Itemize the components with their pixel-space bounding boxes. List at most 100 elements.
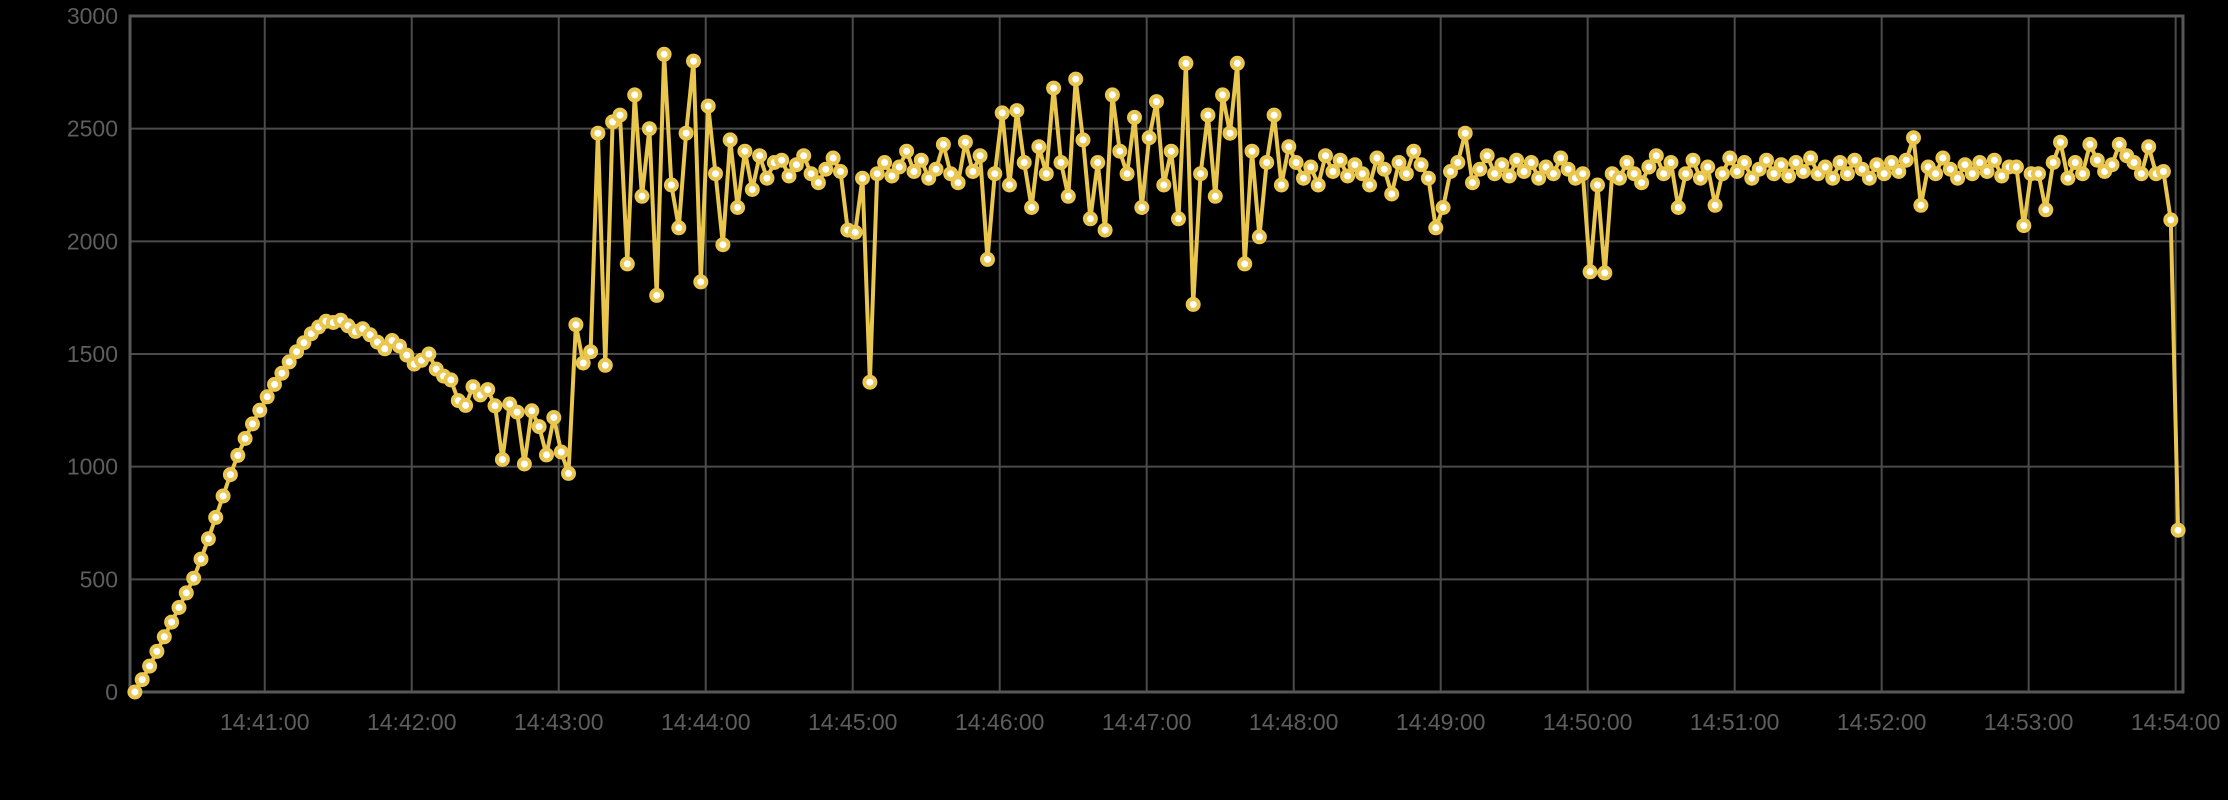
data-point[interactable] (2060, 170, 2076, 186)
data-point[interactable] (193, 551, 209, 567)
data-point[interactable] (1516, 164, 1532, 179)
data-point[interactable] (2104, 157, 2120, 173)
data-point[interactable] (1031, 139, 1047, 155)
data-point[interactable] (245, 416, 260, 432)
data-point[interactable] (1112, 143, 1128, 159)
data-point[interactable] (1560, 161, 1576, 177)
data-point[interactable] (656, 46, 672, 62)
data-point[interactable] (142, 658, 158, 674)
data-point[interactable] (568, 317, 584, 333)
data-point[interactable] (1773, 157, 1789, 173)
data-point[interactable] (1994, 168, 2010, 184)
data-point[interactable] (252, 402, 268, 418)
data-point[interactable] (1479, 148, 1495, 164)
data-point[interactable] (1803, 150, 1819, 166)
data-point[interactable] (1876, 166, 1892, 182)
data-point[interactable] (1281, 139, 1297, 155)
data-point[interactable] (1751, 161, 1767, 177)
data-point[interactable] (1229, 55, 1245, 71)
data-point[interactable] (1097, 222, 1113, 238)
data-point[interactable] (943, 166, 959, 182)
data-point[interactable] (127, 684, 143, 700)
data-point[interactable] (1854, 161, 1870, 177)
data-point[interactable] (487, 398, 503, 414)
data-point[interactable] (2016, 218, 2032, 234)
data-point[interactable] (708, 166, 723, 182)
data-point[interactable] (1465, 175, 1480, 191)
data-point[interactable] (1825, 170, 1841, 186)
data-point[interactable] (1259, 155, 1275, 170)
data-point[interactable] (1913, 197, 1929, 213)
data-point[interactable] (1354, 166, 1370, 182)
data-point[interactable] (825, 150, 841, 166)
data-point[interactable] (1744, 170, 1760, 186)
data-point[interactable] (884, 168, 900, 184)
data-point[interactable] (516, 456, 532, 472)
data-point[interactable] (1016, 155, 1032, 170)
data-point[interactable] (222, 467, 238, 483)
data-point[interactable] (730, 200, 746, 215)
data-point[interactable] (1200, 107, 1216, 123)
data-point[interactable] (1038, 166, 1054, 182)
data-point[interactable] (641, 121, 657, 137)
data-point[interactable] (2126, 155, 2142, 170)
data-point[interactable] (965, 164, 981, 179)
data-point[interactable] (1950, 170, 1966, 186)
data-point[interactable] (1634, 175, 1650, 191)
data-point[interactable] (1737, 155, 1752, 170)
data-point[interactable] (862, 374, 878, 390)
data-point[interactable] (1707, 197, 1723, 213)
data-point[interactable] (1861, 170, 1877, 186)
data-point[interactable] (1509, 152, 1525, 168)
data-point[interactable] (200, 531, 216, 547)
data-point[interactable] (1759, 152, 1774, 168)
data-point[interactable] (1957, 157, 1973, 173)
data-point[interactable] (671, 220, 687, 236)
data-point[interactable] (1817, 159, 1833, 175)
data-point[interactable] (1222, 125, 1238, 141)
data-point[interactable] (274, 365, 290, 381)
data-point[interactable] (1237, 256, 1253, 272)
data-point[interactable] (781, 168, 797, 184)
data-point[interactable] (186, 570, 202, 586)
data-point[interactable] (1310, 177, 1326, 193)
data-point[interactable] (178, 585, 194, 601)
data-point[interactable] (972, 148, 988, 164)
data-point[interactable] (1906, 130, 1921, 146)
data-point[interactable] (1597, 265, 1613, 281)
data-point[interactable] (634, 188, 650, 204)
data-point[interactable] (524, 403, 540, 419)
data-point[interactable] (678, 125, 694, 141)
data-point[interactable] (1582, 264, 1598, 280)
data-point[interactable] (1641, 159, 1657, 175)
data-point[interactable] (1935, 150, 1951, 166)
data-point[interactable] (421, 346, 437, 362)
data-point[interactable] (1590, 177, 1605, 193)
data-point[interactable] (1082, 211, 1098, 227)
data-point[interactable] (230, 447, 246, 463)
data-point[interactable] (1523, 155, 1539, 170)
data-point[interactable] (1487, 166, 1503, 182)
data-point[interactable] (1068, 71, 1084, 87)
data-point[interactable] (1156, 177, 1172, 193)
data-point[interactable] (1009, 103, 1025, 119)
data-point[interactable] (531, 419, 547, 435)
data-point[interactable] (1171, 211, 1186, 227)
data-point[interactable] (1090, 155, 1106, 170)
data-point[interactable] (509, 404, 525, 420)
data-point[interactable] (1075, 132, 1091, 148)
data-point[interactable] (443, 372, 459, 388)
data-point[interactable] (1714, 166, 1730, 182)
data-point[interactable] (1376, 161, 1392, 177)
data-point[interactable] (1134, 200, 1150, 215)
data-point[interactable] (980, 251, 995, 267)
data-point[interactable] (1979, 164, 1995, 179)
data-point[interactable] (1619, 155, 1635, 170)
data-point[interactable] (1788, 155, 1804, 170)
data-point[interactable] (1149, 94, 1164, 110)
data-point[interactable] (913, 152, 929, 168)
data-point[interactable] (458, 397, 474, 413)
data-point[interactable] (847, 224, 863, 240)
data-point[interactable] (1193, 166, 1209, 182)
data-point[interactable] (2045, 155, 2061, 170)
